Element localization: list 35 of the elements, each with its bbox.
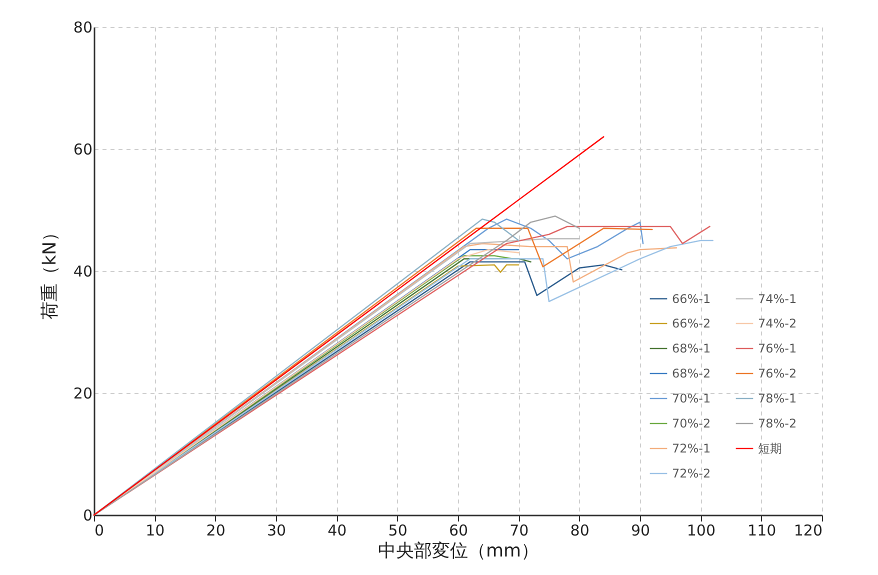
- x-tick-label: 50: [388, 522, 408, 540]
- legend-label: 70%-2: [672, 416, 711, 430]
- x-tick-label: 0: [94, 522, 104, 540]
- y-tick-label: 40: [73, 262, 92, 280]
- legend-label: 74%-1: [758, 292, 797, 306]
- legend-label: 66%-1: [672, 292, 711, 306]
- x-tick-label: 80: [570, 522, 590, 540]
- legend-label: 70%-1: [672, 392, 711, 406]
- legend-label: 74%-2: [758, 316, 797, 330]
- legend-label: 68%-2: [672, 366, 711, 380]
- legend-label: 78%-2: [758, 416, 797, 430]
- legend-label: 短期: [758, 442, 782, 456]
- y-tick-label: 60: [73, 140, 92, 158]
- legend-label: 78%-1: [758, 392, 797, 406]
- legend-label: 66%-2: [672, 316, 711, 330]
- y-tick-label: 80: [73, 18, 92, 36]
- legend-label: 72%-2: [672, 466, 711, 480]
- legend-label: 76%-2: [758, 366, 797, 380]
- x-tick-label: 100: [686, 522, 716, 540]
- x-tick-label: 110: [748, 522, 776, 540]
- x-tick-label: 20: [206, 522, 226, 540]
- x-tick-label: 90: [630, 522, 650, 540]
- x-tick-label: 40: [328, 522, 347, 540]
- x-tick-label: 70: [510, 522, 529, 540]
- x-tick-label: 60: [448, 522, 468, 540]
- x-tick-label: 120: [794, 522, 822, 540]
- x-tick-label: 10: [146, 522, 165, 540]
- y-tick-label: 20: [73, 384, 92, 402]
- legend-label: 72%-1: [672, 442, 711, 456]
- legend-label: 68%-1: [672, 342, 711, 356]
- legend-label: 76%-1: [758, 342, 797, 356]
- y-tick-label: 0: [82, 506, 92, 524]
- x-tick-label: 30: [266, 522, 286, 540]
- y-axis-title: 荷重（kN）: [39, 224, 60, 320]
- x-axis-title: 中央部変位（mm）: [378, 540, 540, 562]
